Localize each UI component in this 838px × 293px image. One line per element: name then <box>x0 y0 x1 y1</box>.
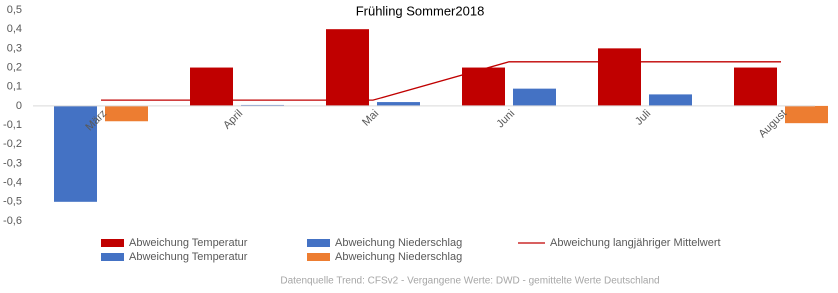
bar <box>785 105 828 124</box>
legend-label: Abweichung Temperatur <box>129 251 248 263</box>
line <box>101 61 781 101</box>
legend-swatch <box>101 239 124 247</box>
legend-swatch <box>101 253 124 261</box>
legend-label: Abweichung langjähriger Mittelwert <box>550 237 721 249</box>
y-tick-label: -0,5 <box>3 196 22 208</box>
y-tick-label: 0,3 <box>7 42 22 54</box>
x-tick-label: Juli <box>633 108 653 128</box>
y-tick-label: -0,6 <box>3 215 22 227</box>
y-tick-label: -0,1 <box>3 119 22 131</box>
y-tick-label: 0,4 <box>7 23 22 35</box>
y-tick-label: -0,2 <box>3 138 22 150</box>
bar <box>377 102 420 106</box>
y-tick-label: 0,1 <box>7 81 22 93</box>
y-tick-label: -0,4 <box>3 177 22 189</box>
bar <box>326 29 369 106</box>
chart-title: Frühling Sommer2018 <box>356 3 485 18</box>
footnote: Datenquelle Trend: CFSv2 - Vergangene We… <box>280 276 659 287</box>
y-tick-label: -0,3 <box>3 157 22 169</box>
bar <box>105 105 148 122</box>
bar <box>649 94 692 106</box>
legend-label: Abweichung Temperatur <box>129 237 248 249</box>
bar <box>462 67 505 106</box>
x-tick-label: Mai <box>360 108 381 129</box>
bar <box>513 88 556 106</box>
y-tick-label: 0 <box>16 100 22 112</box>
bar <box>54 105 97 202</box>
bar <box>598 48 641 106</box>
x-tick-label: April <box>221 108 245 132</box>
y-tick-label: 0,5 <box>7 4 22 16</box>
legend-label: Abweichung Niederschlag <box>335 251 462 263</box>
y-tick-label: 0,2 <box>7 61 22 73</box>
bar <box>734 67 777 106</box>
x-tick-label: Juni <box>494 108 517 131</box>
legend-label: Abweichung Niederschlag <box>335 237 462 249</box>
legend-swatch <box>307 253 330 261</box>
legend-swatch <box>307 239 330 247</box>
x-tick-label: August <box>756 108 789 141</box>
